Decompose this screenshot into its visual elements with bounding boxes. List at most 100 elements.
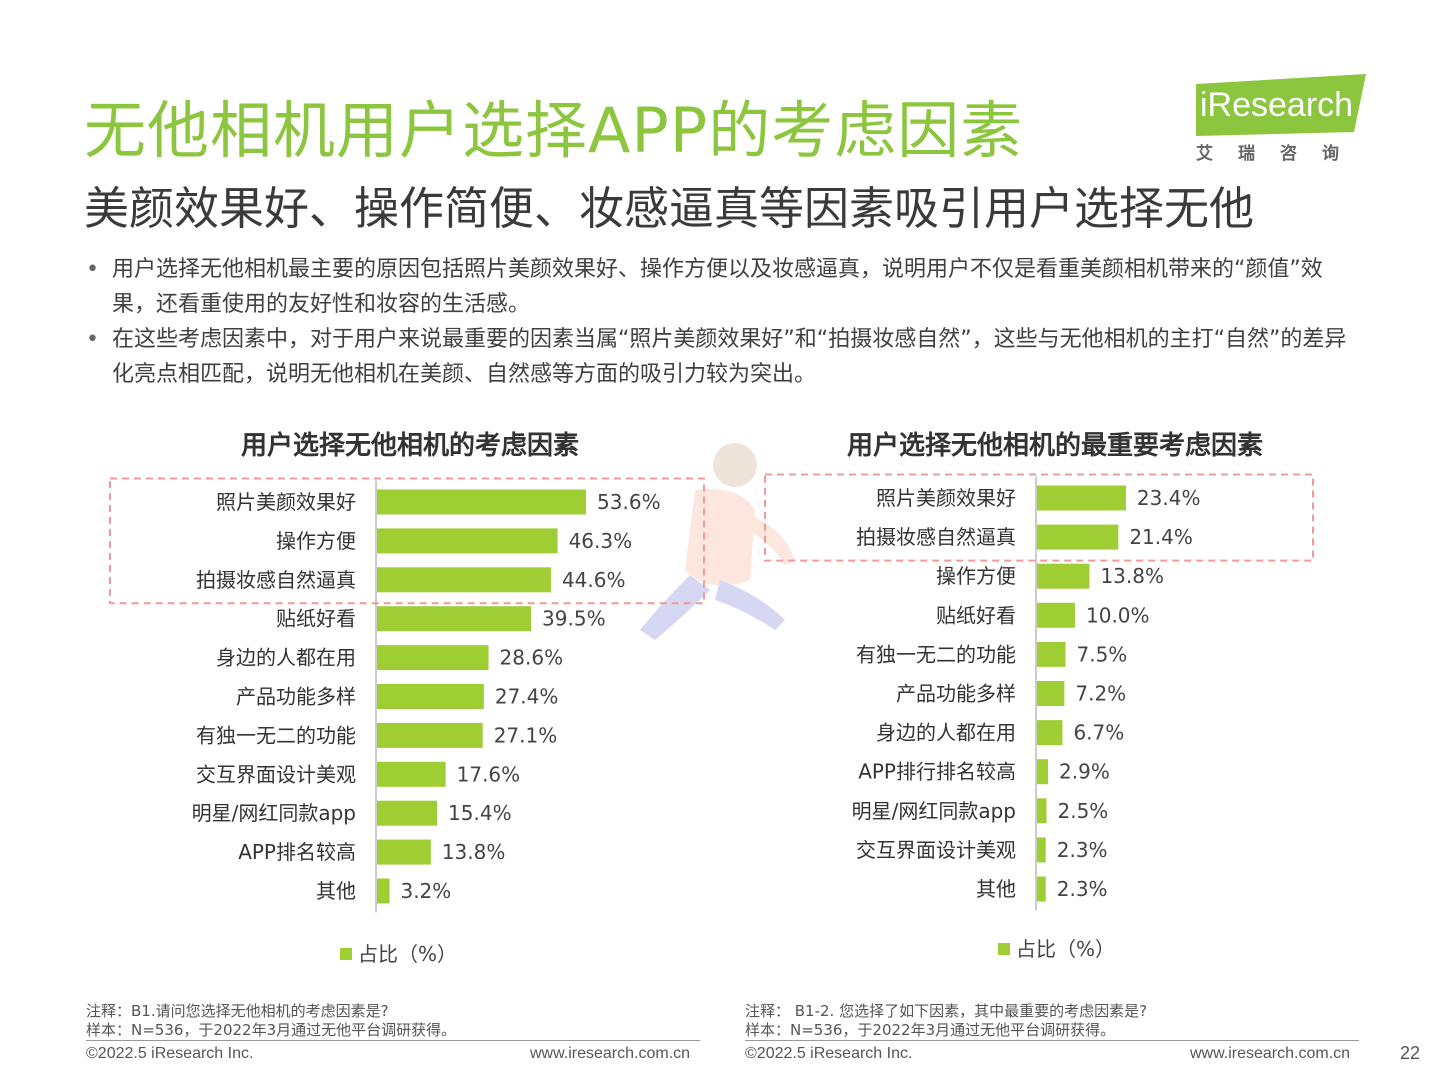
left-chart-title: 用户选择无他相机的考虑因素 — [240, 431, 579, 461]
data-label: 17.6% — [457, 762, 521, 786]
footer-divider — [745, 1040, 1359, 1041]
data-label: 2.5% — [1058, 799, 1109, 823]
bar — [1037, 681, 1065, 706]
legend-label: 占比（%） — [358, 942, 458, 966]
category-label: 操作方便 — [936, 564, 1016, 588]
bar — [377, 528, 558, 554]
right-legend: 占比（%） — [998, 933, 1115, 962]
category-label: 拍摄妆感自然逼真 — [856, 525, 1016, 549]
bar — [377, 684, 484, 709]
bar — [377, 878, 390, 904]
data-label: 13.8% — [1100, 564, 1164, 588]
page-number: 22 — [1400, 1043, 1421, 1063]
note-line: 注释：B1.请问您选择无他相机的考虑因素是? — [86, 1002, 389, 1020]
bar — [1037, 485, 1126, 511]
footer-copyright: ©2022.5 iResearch Inc. — [86, 1045, 254, 1062]
category-label: APP排行排名较高 — [858, 760, 1016, 784]
bar — [1037, 602, 1075, 628]
note-line: 注释： B1-2. 您选择了如下因素，其中最重要的考虑因素是? — [745, 1002, 1148, 1020]
logo-cn: 艾瑞咨询 — [1196, 144, 1364, 164]
bar — [377, 761, 446, 787]
bar — [1037, 876, 1046, 902]
bar — [377, 489, 587, 515]
bar — [1037, 641, 1066, 667]
category-label: 身边的人都在用 — [216, 646, 356, 670]
page-subtitle: 美颜效果好、操作简便、妆感逼真等因素吸引用户选择无他 — [84, 182, 1255, 235]
data-label: 44.6% — [562, 568, 626, 592]
data-label: 53.6% — [597, 490, 661, 514]
data-label: 2.9% — [1059, 760, 1110, 784]
logo-text: iResearch — [1200, 86, 1354, 124]
bar — [377, 800, 438, 826]
bar — [1037, 837, 1046, 863]
data-label: 7.5% — [1077, 642, 1128, 666]
category-label: 贴纸好看 — [276, 607, 356, 631]
page-title: 无他相机用户选择APP的考虑因素 — [84, 94, 1024, 167]
bullet-text: 用户选择无他相机最主要的原因包括照片美颜效果好、操作方便以及妆感逼真，说明用户不… — [112, 257, 1323, 317]
data-label: 10.0% — [1086, 603, 1150, 627]
bullet-item: • 在这些考虑因素中，对于用户来说最重要的因素当属“照片美颜效果好”和“拍摄妆感… — [86, 322, 1356, 392]
left-bar-chart: 照片美颜效果好 53.6% 操作方便 46.3% 拍摄妆感自然逼真 44.6% 贴纸好看 39… — [109, 477, 705, 913]
category-label: 交互界面设计美观 — [196, 762, 356, 786]
data-label: 2.3% — [1057, 838, 1108, 862]
bar — [377, 722, 483, 748]
left-notes: 注释：B1.请问您选择无他相机的考虑因素是? 样本：N=536，于2022年3月… — [86, 1002, 456, 1040]
bar — [1037, 798, 1047, 824]
data-label: 28.6% — [500, 646, 564, 670]
category-label: 交互界面设计美观 — [856, 838, 1016, 862]
data-label: 15.4% — [448, 801, 512, 825]
data-label: 21.4% — [1129, 525, 1193, 549]
data-label: 7.2% — [1075, 682, 1126, 706]
right-chart-title: 用户选择无他相机的最重要考虑因素 — [846, 431, 1263, 461]
bullet-dot-icon: • — [86, 257, 99, 282]
data-label: 23.4% — [1137, 486, 1201, 510]
category-label: 产品功能多样 — [896, 682, 1016, 706]
bar — [1037, 720, 1063, 746]
footer-url[interactable]: www.iresearch.com.cn — [530, 1045, 691, 1062]
category-label: 明星/网红同款app — [852, 799, 1016, 823]
category-label: 产品功能多样 — [236, 685, 356, 709]
category-label: 其他 — [316, 879, 356, 903]
category-label: 照片美颜效果好 — [876, 486, 1016, 510]
note-line: 样本：N=536，于2022年3月通过无他平台调研获得。 — [86, 1021, 457, 1039]
left-legend: 占比（%） — [340, 938, 457, 967]
category-label: 明星/网红同款app — [192, 801, 356, 825]
category-label: 操作方便 — [276, 529, 356, 553]
note-line: 样本：N=536，于2022年3月通过无他平台调研获得。 — [745, 1021, 1116, 1039]
bullet-dot-icon: • — [86, 327, 99, 352]
iresearch-logo — [1196, 74, 1366, 136]
bar — [1037, 563, 1090, 589]
category-label: 有独一无二的功能 — [856, 642, 1016, 666]
bar — [1037, 759, 1049, 785]
bar — [377, 839, 431, 865]
bar — [377, 645, 489, 671]
legend-swatch — [998, 943, 1010, 955]
legend-label: 占比（%） — [1016, 937, 1116, 961]
category-label: 拍摄妆感自然逼真 — [196, 568, 356, 592]
category-label: 照片美颜效果好 — [216, 490, 356, 514]
category-label: 其他 — [976, 877, 1016, 901]
data-label: 3.2% — [400, 879, 451, 903]
data-label: 27.1% — [494, 723, 558, 747]
bar — [377, 567, 551, 593]
bullet-item: • 用户选择无他相机最主要的原因包括照片美颜效果好、操作方便以及妆感逼真，说明用… — [86, 252, 1356, 322]
category-label: 有独一无二的功能 — [196, 723, 356, 747]
bullet-list: • 用户选择无他相机最主要的原因包括照片美颜效果好、操作方便以及妆感逼真，说明用… — [86, 252, 1356, 392]
bullet-text: 在这些考虑因素中，对于用户来说最重要的因素当属“照片美颜效果好”和“拍摄妆感自然… — [112, 327, 1347, 387]
bar — [377, 606, 532, 632]
data-label: 39.5% — [542, 607, 606, 631]
footer-copyright: ©2022.5 iResearch Inc. — [745, 1045, 913, 1062]
footer-divider — [86, 1040, 700, 1041]
data-label: 46.3% — [569, 529, 633, 553]
runner-illustration — [640, 443, 795, 640]
data-label: 6.7% — [1073, 721, 1124, 745]
legend-swatch — [340, 948, 352, 960]
category-label: 贴纸好看 — [936, 603, 1016, 627]
data-label: 2.3% — [1057, 877, 1108, 901]
bar — [1037, 524, 1119, 550]
data-label: 13.8% — [442, 840, 506, 864]
category-label: 身边的人都在用 — [876, 721, 1016, 745]
footer-url[interactable]: www.iresearch.com.cn — [1190, 1045, 1351, 1062]
right-notes: 注释： B1-2. 您选择了如下因素，其中最重要的考虑因素是? 样本：N=536… — [745, 1002, 1147, 1040]
right-bar-chart: 照片美颜效果好 23.4% 拍摄妆感自然逼真 21.4% 操作方便 13.8% 贴纸好看 10… — [764, 473, 1314, 911]
